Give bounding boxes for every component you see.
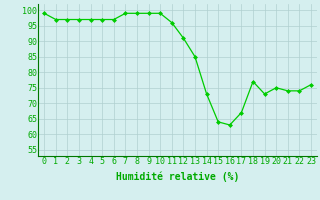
X-axis label: Humidité relative (%): Humidité relative (%) bbox=[116, 172, 239, 182]
